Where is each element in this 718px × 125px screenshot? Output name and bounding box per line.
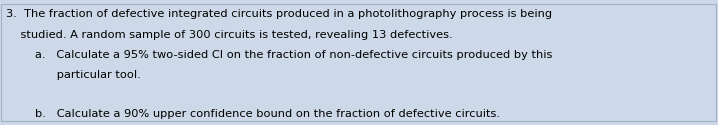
Text: 3.  The fraction of defective integrated circuits produced in a photolithography: 3. The fraction of defective integrated … [6, 9, 552, 19]
Text: a.   Calculate a 95% two-sided CI on the fraction of non-defective circuits prod: a. Calculate a 95% two-sided CI on the f… [6, 50, 552, 60]
Text: b.   Calculate a 90% upper confidence bound on the fraction of defective circuit: b. Calculate a 90% upper confidence boun… [6, 109, 500, 119]
Text: studied. A random sample of 300 circuits is tested, revealing 13 defectives.: studied. A random sample of 300 circuits… [6, 30, 452, 40]
Text: particular tool.: particular tool. [6, 70, 141, 80]
FancyBboxPatch shape [1, 4, 716, 121]
